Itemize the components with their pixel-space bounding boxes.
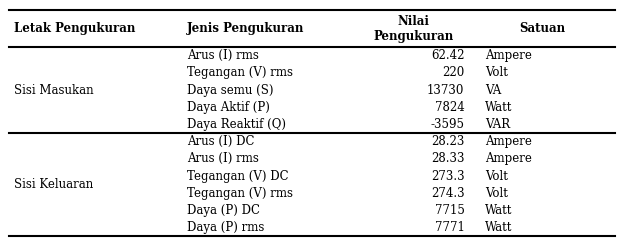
Text: VAR: VAR — [485, 118, 510, 131]
Text: 7771: 7771 — [434, 221, 464, 234]
Text: Daya Aktif (P): Daya Aktif (P) — [187, 101, 270, 114]
Text: Daya (P) rms: Daya (P) rms — [187, 221, 264, 234]
Text: VA: VA — [485, 84, 501, 97]
Text: Sisi Keluaran: Sisi Keluaran — [14, 178, 94, 191]
Text: Arus (I) rms: Arus (I) rms — [187, 49, 259, 62]
Text: Ampere: Ampere — [485, 152, 532, 165]
Text: Tegangan (V) rms: Tegangan (V) rms — [187, 187, 293, 200]
Text: Tegangan (V) DC: Tegangan (V) DC — [187, 169, 288, 183]
Text: Sisi Masukan: Sisi Masukan — [14, 84, 94, 97]
Text: 220: 220 — [442, 66, 464, 79]
Text: 13730: 13730 — [427, 84, 464, 97]
Text: Nilai
Pengukuran: Nilai Pengukuran — [373, 15, 454, 43]
Text: Ampere: Ampere — [485, 135, 532, 148]
Text: 7715: 7715 — [434, 204, 464, 217]
Text: 7824: 7824 — [435, 101, 464, 114]
Text: Watt: Watt — [485, 204, 512, 217]
Text: 28.33: 28.33 — [431, 152, 464, 165]
Text: Daya (P) DC: Daya (P) DC — [187, 204, 260, 217]
Text: Volt: Volt — [485, 187, 508, 200]
Text: 62.42: 62.42 — [431, 49, 464, 62]
Text: Volt: Volt — [485, 169, 508, 183]
Text: Letak Pengukuran: Letak Pengukuran — [14, 22, 136, 35]
Text: Satuan: Satuan — [519, 22, 565, 35]
Text: -3595: -3595 — [431, 118, 464, 131]
Text: Ampere: Ampere — [485, 49, 532, 62]
Text: Arus (I) rms: Arus (I) rms — [187, 152, 259, 165]
Text: 28.23: 28.23 — [431, 135, 464, 148]
Text: Tegangan (V) rms: Tegangan (V) rms — [187, 66, 293, 79]
Text: Watt: Watt — [485, 221, 512, 234]
Text: 273.3: 273.3 — [431, 169, 464, 183]
Text: Volt: Volt — [485, 66, 508, 79]
Text: Daya semu (S): Daya semu (S) — [187, 84, 273, 97]
Text: Daya Reaktif (Q): Daya Reaktif (Q) — [187, 118, 286, 131]
Text: Watt: Watt — [485, 101, 512, 114]
Text: Jenis Pengukuran: Jenis Pengukuran — [187, 22, 305, 35]
Text: Arus (I) DC: Arus (I) DC — [187, 135, 255, 148]
Text: 274.3: 274.3 — [431, 187, 464, 200]
